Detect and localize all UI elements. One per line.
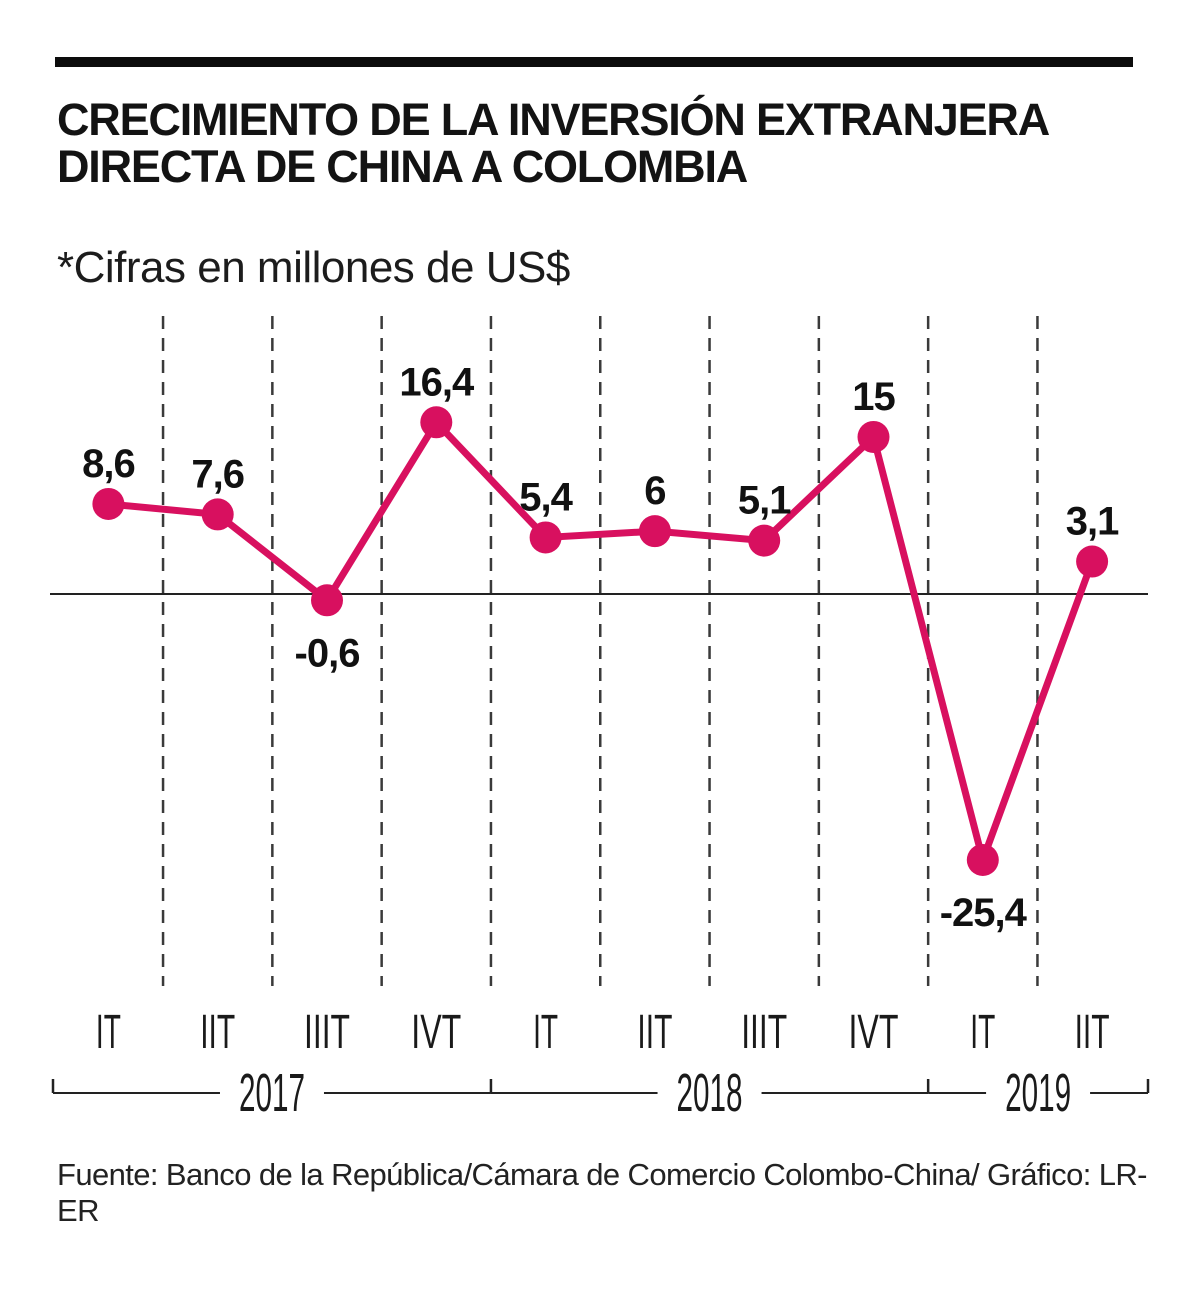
data-point-marker: [638, 515, 671, 548]
data-point-label: 5,1: [738, 479, 791, 523]
data-point-marker: [748, 524, 781, 557]
data-point-marker: [857, 420, 890, 453]
year-label: 2017: [239, 1063, 305, 1123]
year-label: 2019: [1005, 1063, 1071, 1123]
x-tick-label: IIIT: [304, 1006, 350, 1059]
data-point-label: 5,4: [519, 475, 573, 519]
source-caption: Fuente: Banco de la República/Cámara de …: [57, 1157, 1147, 1228]
data-point-marker: [92, 487, 125, 520]
x-tick-label: IT: [970, 1006, 995, 1059]
x-tick-label: IIT: [200, 1006, 235, 1059]
page: { "header": { "title_line1": "CRECIMIENT…: [0, 57, 1200, 1312]
data-point-label: 8,6: [82, 442, 135, 486]
data-point-marker: [420, 406, 453, 439]
x-tick-label: IIT: [637, 1006, 672, 1059]
series-line: [108, 416, 1096, 872]
data-point-label: 7,6: [191, 452, 244, 496]
x-tick-label: IIT: [1075, 1006, 1110, 1059]
data-point-label: 6: [644, 469, 665, 513]
data-point-marker: [529, 521, 562, 554]
data-point-marker: [1076, 545, 1109, 578]
page-title: CRECIMIENTO DE LA INVERSIÓN EXTRANJERA D…: [57, 96, 1160, 190]
x-tick-label: IVT: [849, 1006, 899, 1059]
year-label: 2018: [677, 1063, 743, 1123]
line-chart: 8,6 7,6 -0,6 16,4 5,4 6 5,1 15 -25,4 3,1 IT IIT IIIT…: [50, 316, 1150, 1123]
x-tick-label: IT: [533, 1006, 558, 1059]
chart-subtitle: *Cifras en millones de US$: [57, 243, 570, 292]
x-tick-label: IT: [96, 1006, 121, 1059]
data-point-label: 15: [852, 375, 895, 419]
data-point-label: -25,4: [940, 891, 1028, 935]
x-tick-label: IIIT: [741, 1006, 787, 1059]
data-point-label: 16,4: [399, 360, 475, 404]
data-point-label: 3,1: [1066, 500, 1119, 544]
data-point-marker: [201, 498, 234, 531]
x-tick-label: IVT: [411, 1006, 461, 1059]
top-rule: [55, 57, 1133, 67]
chart-title-line1: CRECIMIENTO DE LA INVERSIÓN EXTRANJERA: [57, 94, 1050, 145]
data-point-marker: [966, 843, 999, 876]
chart-title-line2: DIRECTA DE CHINA A COLOMBIA: [57, 141, 748, 192]
data-point-marker: [311, 584, 343, 617]
data-point-label: -0,6: [295, 631, 360, 675]
